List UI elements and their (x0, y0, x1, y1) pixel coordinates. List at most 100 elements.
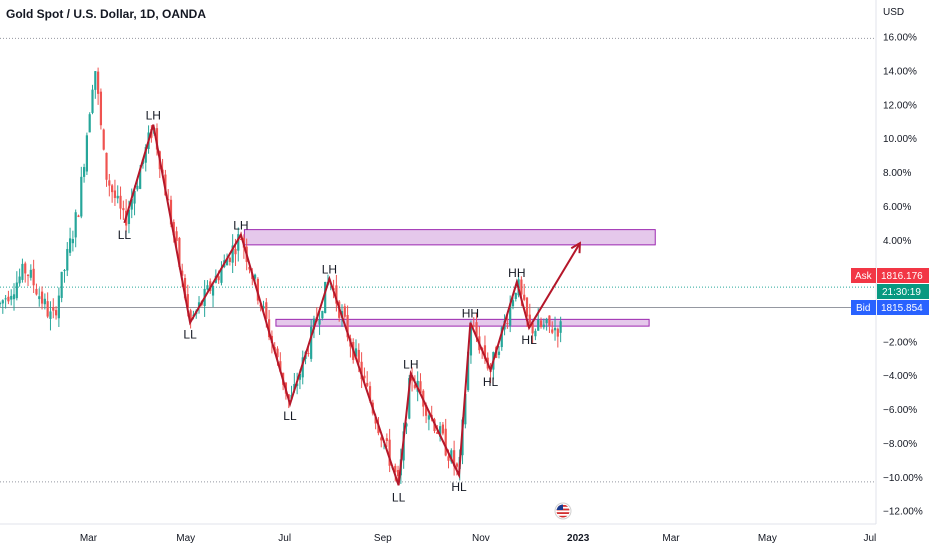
candle-body (354, 348, 358, 357)
candle-body (144, 147, 147, 163)
candle-body (18, 276, 21, 284)
candle-body (368, 386, 372, 402)
candle-body (231, 245, 234, 263)
candle-body (130, 199, 133, 210)
candle-body (394, 465, 397, 473)
candle-body (455, 463, 459, 467)
candle-body (450, 450, 453, 462)
candle-body (500, 327, 503, 348)
candle-body (181, 270, 184, 276)
candle-body (122, 208, 125, 211)
candle-body (253, 274, 257, 279)
candle-body (46, 301, 49, 317)
candle-body (111, 185, 114, 193)
us-flag-icon[interactable] (554, 502, 572, 520)
candle-body (539, 320, 543, 327)
candle-body (189, 310, 192, 321)
candle-body (413, 384, 416, 388)
candle-body (80, 176, 83, 217)
price-scale-label: −10.00% (883, 473, 923, 484)
price-scale-label: −2.00% (883, 337, 917, 348)
candle-body (94, 71, 97, 90)
candle-body (534, 330, 537, 337)
candle-body (237, 234, 240, 251)
candle-body (113, 190, 117, 198)
candle-body (239, 239, 243, 241)
candle-body (312, 318, 316, 330)
price-scale-label: −4.00% (883, 371, 917, 382)
candle-body (385, 438, 388, 441)
candle-body (523, 294, 526, 300)
candle-body (298, 374, 302, 380)
candle-body (77, 215, 80, 217)
candle-body (436, 432, 439, 434)
bid-tag-label: Bid (856, 303, 870, 314)
candle-body (408, 378, 411, 419)
zone-box (275, 318, 650, 327)
time-axis-label: Mar (662, 533, 680, 544)
candle-body (380, 437, 383, 441)
candle-body (366, 382, 369, 386)
candle-body (24, 263, 27, 274)
swing-line (123, 124, 581, 486)
time-axis-label: May (176, 533, 195, 544)
candle-body (531, 323, 534, 334)
candle-body (405, 423, 408, 427)
price-scale-label: 8.00% (883, 168, 911, 179)
swing-label: LH (403, 358, 418, 372)
price-scale-label: −8.00% (883, 439, 917, 450)
candle-body (21, 263, 24, 280)
candle-body (12, 294, 16, 300)
candle-body (68, 238, 72, 253)
price-scale-unit: USD (883, 7, 904, 18)
candle-body (276, 348, 279, 358)
ask-tag-label: Ask (855, 271, 873, 282)
candle-body (15, 282, 18, 299)
reference-lines (0, 37, 876, 483)
swing-label: LL (118, 228, 132, 242)
candle-body (360, 361, 363, 380)
candle-body (321, 310, 324, 319)
swing-label: HH (462, 307, 479, 321)
candle-body (441, 424, 445, 434)
candle-body (475, 322, 478, 338)
candle-body (7, 296, 10, 302)
price-scale-label: 14.00% (883, 67, 917, 78)
candle-body (467, 351, 470, 391)
bid-tag-value: 1815.854 (881, 303, 923, 314)
candle-body (447, 456, 450, 461)
ask-tag-value-bg (877, 268, 929, 283)
swing-label: HH (508, 266, 525, 280)
countdown-tag: 21:30:19 (882, 287, 921, 298)
candle-body (537, 319, 540, 331)
candle-body (346, 314, 349, 338)
swing-label: LL (283, 409, 297, 423)
time-axis-label: Mar (80, 533, 98, 544)
candle-body (427, 415, 430, 420)
price-scale-label: −6.00% (883, 405, 917, 416)
candle-body (483, 345, 487, 359)
candle-body (71, 239, 74, 244)
time-axis-label: Sep (374, 533, 392, 544)
candle-body (74, 212, 77, 238)
candle-body (335, 285, 338, 304)
candle-body (66, 249, 69, 271)
candle-body (29, 269, 32, 278)
candles (0, 67, 562, 484)
candle-body (88, 114, 91, 133)
time-axis-label: 2023 (567, 533, 590, 544)
candle-body (377, 425, 380, 434)
candle-body (509, 303, 512, 326)
candle-body (10, 295, 13, 300)
candle-body (268, 319, 271, 338)
price-scale[interactable]: USD 16.00% 14.00% 12.00% 10.00% 8.00% 6.00% 4.… (875, 0, 923, 524)
candle-body (374, 417, 377, 424)
price-scale-label: 12.00% (883, 100, 917, 111)
candle-body (520, 279, 523, 295)
swing-label: LH (233, 219, 248, 233)
candle-body (324, 281, 327, 314)
price-scale-label: 6.00% (883, 202, 911, 213)
bid-tag-value-bg (877, 300, 929, 315)
time-axis[interactable]: Mar May Jul Sep Nov 2023 Mar May Jul (0, 523, 876, 544)
